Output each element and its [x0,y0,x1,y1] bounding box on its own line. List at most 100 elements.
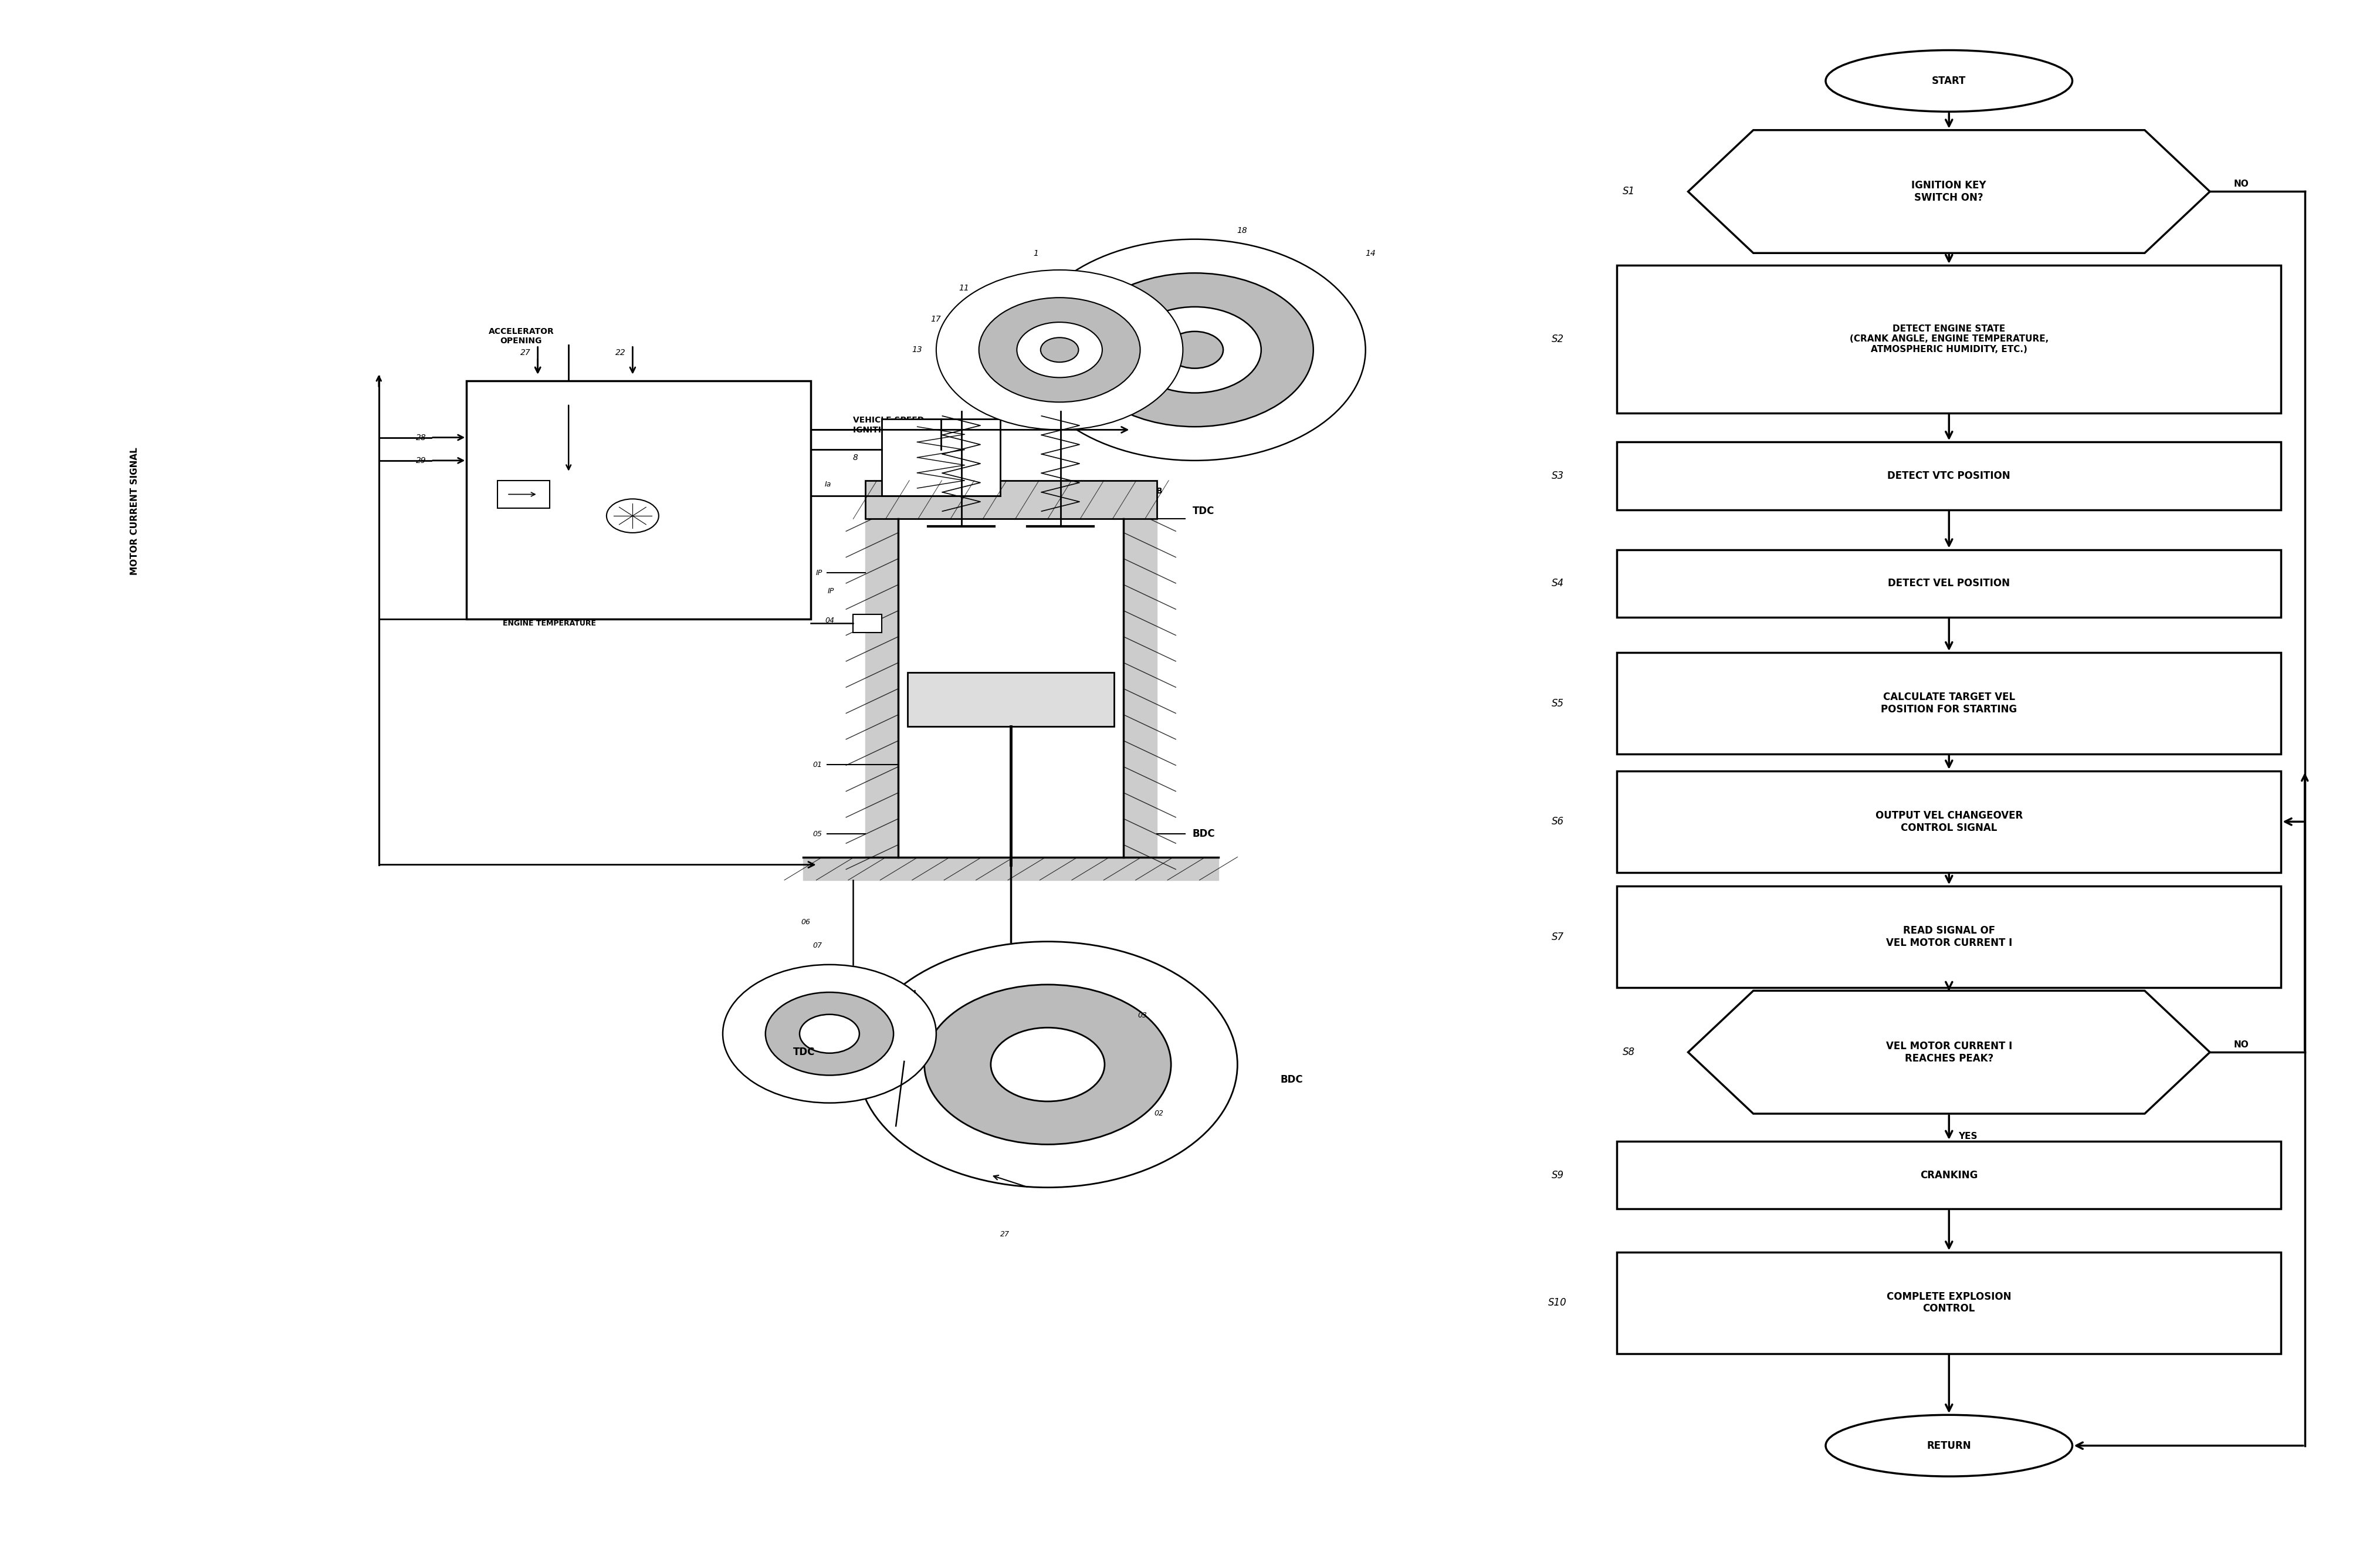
Text: VEL MOTOR CURRENT I
REACHES PEAK?: VEL MOTOR CURRENT I REACHES PEAK? [1885,1041,2011,1063]
Circle shape [607,499,659,533]
Polygon shape [1123,519,1157,857]
Text: 04: 04 [826,616,835,624]
Text: READ SIGNAL OF
VEL MOTOR CURRENT I: READ SIGNAL OF VEL MOTOR CURRENT I [1885,925,2011,949]
Text: IGNITION KEY
SWITCH ON?: IGNITION KEY SWITCH ON? [1911,181,1987,202]
Text: DETECT VEL POSITION: DETECT VEL POSITION [1887,578,2011,589]
Text: YES: YES [1959,272,1978,280]
Text: VEHICLE SPEED
IGNITION SIGNAL: VEHICLE SPEED IGNITION SIGNAL [852,416,933,434]
Circle shape [990,1027,1104,1102]
Text: 06: 06 [802,919,812,925]
Text: Ia: Ia [790,504,797,511]
Polygon shape [864,519,897,857]
Circle shape [800,1015,859,1054]
Text: SH: SH [1097,346,1109,354]
Circle shape [1028,369,1085,406]
Text: 27: 27 [1000,1230,1009,1238]
Polygon shape [1687,130,2211,253]
Bar [497,480,550,508]
Text: 03: 03 [1138,1012,1147,1020]
Text: 9: 9 [1012,392,1016,400]
Text: S2: S2 [1552,334,1564,345]
Text: CALCULATE TARGET VEL
POSITION FOR STARTING: CALCULATE TARGET VEL POSITION FOR STARTI… [1880,692,2018,715]
Bar [1616,652,2280,754]
Bar [466,380,812,620]
Ellipse shape [1825,49,2073,111]
Text: 14: 14 [1366,249,1376,258]
Text: 12: 12 [1338,300,1347,307]
Polygon shape [804,857,1219,881]
Bar [864,480,1157,519]
Bar [1616,1142,2280,1210]
Text: S8: S8 [1623,1048,1635,1057]
Text: 02: 02 [1154,1109,1164,1117]
Text: 08: 08 [474,487,483,494]
Text: TDC: TDC [1192,505,1214,516]
Circle shape [1128,307,1261,392]
Text: RETURN: RETURN [1928,1440,1971,1451]
Circle shape [935,270,1183,430]
Polygon shape [864,480,1157,519]
Text: DETECT ENGINE STATE
(CRANK ANGLE, ENGINE TEMPERATURE,
ATMOSPHERIC HUMIDITY, ETC.: DETECT ENGINE STATE (CRANK ANGLE, ENGINE… [1849,324,2049,354]
Text: Ia: Ia [826,480,831,488]
Text: MOTOR CURRENT SIGNAL: MOTOR CURRENT SIGNAL [131,448,138,575]
Text: S6: S6 [1552,816,1564,827]
Text: 07: 07 [814,941,823,949]
Text: 4: 4 [912,496,916,505]
Text: NO: NO [2232,1040,2249,1049]
Text: ACCELERATOR
OPENING: ACCELERATOR OPENING [488,328,555,345]
Text: 28: 28 [416,433,426,442]
Bar [1616,887,2280,987]
Text: COMPLETE EXPLOSION
CONTROL: COMPLETE EXPLOSION CONTROL [1887,1292,2011,1315]
Text: 01: 01 [814,762,823,768]
Text: S7: S7 [1552,932,1564,942]
Bar [1616,266,2280,413]
Text: S4: S4 [1552,578,1564,589]
Text: S10: S10 [1549,1298,1566,1309]
Text: THROTTLE OPENING
COMMAND CURRENT: THROTTLE OPENING COMMAND CURRENT [478,561,564,576]
Text: 6: 6 [1326,385,1330,392]
Circle shape [1023,239,1366,460]
Text: 5: 5 [1109,496,1116,505]
Text: IP: IP [828,587,835,595]
Text: 18: 18 [1238,227,1247,235]
Bar [907,672,1114,726]
Text: NO: NO [2232,179,2249,188]
Text: 8: 8 [852,453,857,462]
Text: 29: 29 [416,456,426,465]
Text: S3: S3 [1552,471,1564,480]
Bar [881,419,1000,496]
Circle shape [766,992,893,1075]
Text: SB: SB [1150,487,1164,496]
Text: 17: 17 [931,315,940,323]
Circle shape [1040,337,1078,362]
Text: 11: 11 [959,284,969,292]
Bar [1616,442,2280,510]
Circle shape [1016,323,1102,377]
Text: YES: YES [1959,1132,1978,1140]
Text: SV: SV [588,490,597,497]
Polygon shape [1687,990,2211,1114]
Text: S1: S1 [1623,187,1635,196]
Text: CRANKING: CRANKING [1921,1170,1978,1180]
Circle shape [1076,273,1314,426]
Text: S9: S9 [1552,1170,1564,1180]
Bar [1616,550,2280,618]
Text: TDC: TDC [793,1048,816,1057]
Text: IP: IP [816,569,823,576]
Bar [852,615,881,632]
Circle shape [923,984,1171,1145]
Ellipse shape [1825,1415,2073,1477]
Text: 05: 05 [814,830,823,837]
Text: 7: 7 [1333,346,1338,354]
Circle shape [724,964,935,1103]
Circle shape [1166,332,1223,368]
Bar [1616,1251,2280,1353]
Text: 1: 1 [1033,249,1038,258]
Text: ATMOSPHERIC
HUMIDITY (H1): ATMOSPHERIC HUMIDITY (H1) [640,400,702,417]
Text: 13: 13 [912,346,921,354]
Text: START: START [1933,76,1966,87]
Text: ENGINE TEMPERATURE: ENGINE TEMPERATURE [502,620,597,627]
Text: BDC: BDC [1280,1075,1302,1085]
Text: 27: 27 [521,349,531,357]
Circle shape [978,298,1140,402]
